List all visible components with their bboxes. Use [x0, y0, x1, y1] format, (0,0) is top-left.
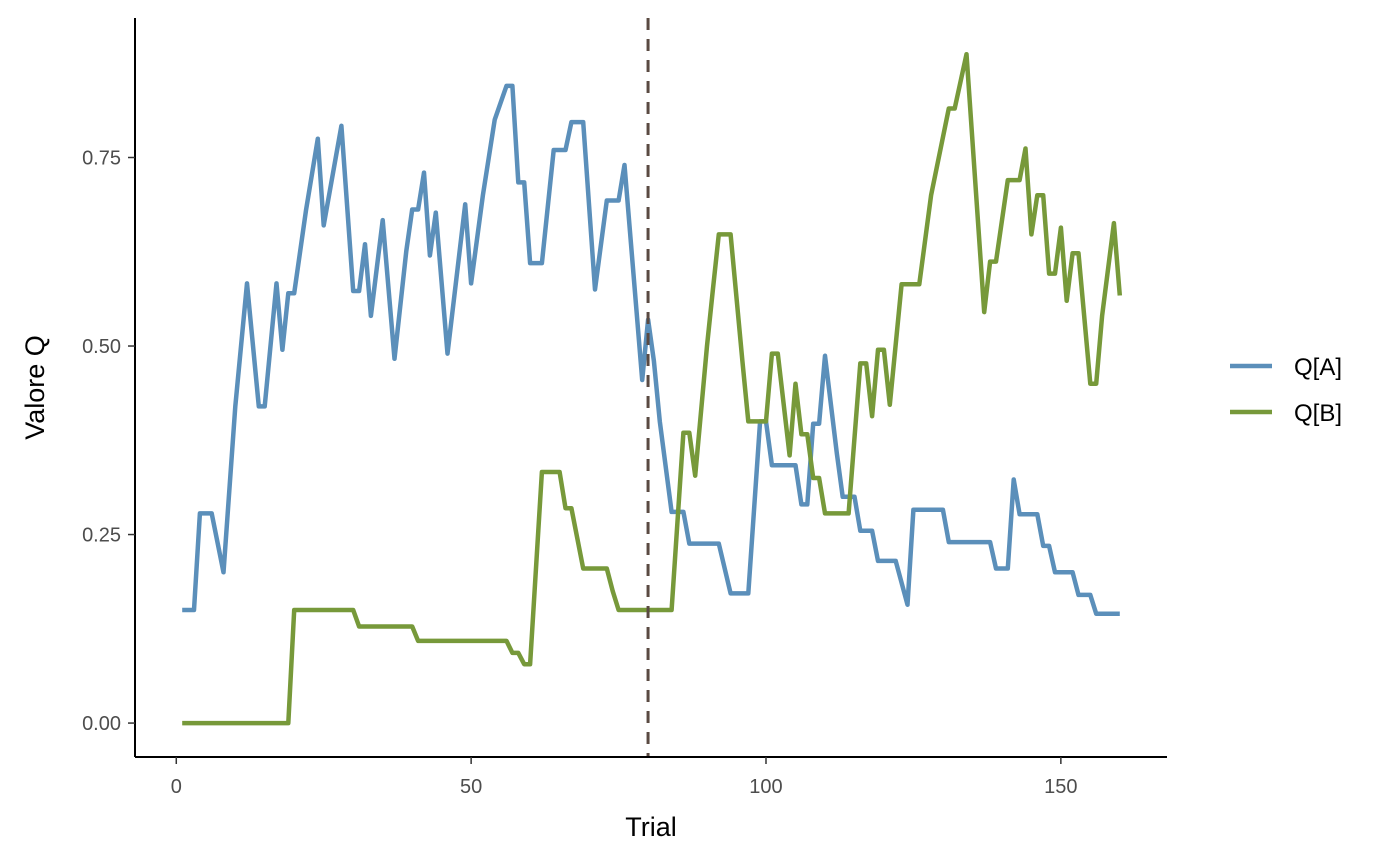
axes: [134, 18, 1167, 758]
legend-label-qa: Q[A]: [1294, 354, 1342, 381]
legend-label-qb: Q[B]: [1294, 400, 1342, 427]
x-tick-label: 150: [1044, 776, 1077, 798]
legend: Q[A] Q[B]: [1230, 354, 1342, 427]
y-tick-label: 0.75: [82, 148, 121, 170]
x-axis-title: Trial: [625, 812, 677, 842]
y-axis-ticks: 0.00 0.25 0.50 0.75: [82, 148, 135, 735]
y-tick-label: 0.25: [82, 525, 121, 547]
x-tick-label: 0: [171, 776, 182, 798]
plot-lines: [182, 51, 1123, 726]
series-line-qb: [182, 51, 1123, 726]
series-line-qa: [182, 83, 1120, 616]
y-axis-title: Valore Q: [20, 335, 50, 440]
y-tick-label: 0.50: [82, 336, 121, 358]
x-tick-label: 100: [749, 776, 782, 798]
y-tick-label: 0.00: [82, 713, 121, 735]
x-axis-ticks: 0 50 100 150: [171, 757, 1078, 798]
x-tick-label: 50: [460, 776, 482, 798]
